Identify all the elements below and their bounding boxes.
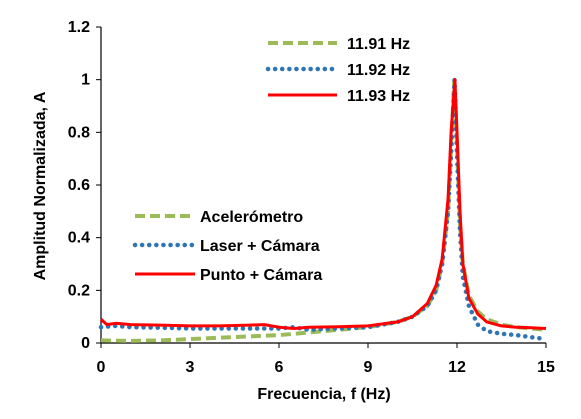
y-tick-label: 1.2: [68, 19, 90, 36]
series-punto-camara-line: [99, 78, 547, 330]
tick-labels: 0 0.2 0.4 0.6 0.8 1 1.2 0 3 6 9 12 15: [68, 19, 555, 376]
y-tick-label: 1: [81, 72, 90, 89]
legend-top-entry-label: 11.91 Hz: [347, 36, 410, 53]
y-tick-label: 0.6: [68, 177, 90, 194]
legend-top-right: 11.91 Hz 11.92 Hz 11.93 Hz: [265, 36, 410, 105]
y-tick-label: 0: [81, 335, 90, 352]
y-axis-title: Amplitud Normalizada, A: [32, 91, 49, 280]
x-tick-label: 6: [275, 359, 284, 376]
plot-series: [98, 78, 549, 343]
legend-mid-entry-label: Laser + Cámara: [200, 238, 320, 255]
series-acelerometro-line: [100, 79, 547, 343]
legend-top-entry-label: 11.92 Hz: [347, 62, 410, 79]
legend-top-entry-label: 11.93 Hz: [347, 88, 410, 105]
x-tick-label: 9: [364, 359, 373, 376]
y-tick-label: 0.2: [68, 282, 90, 299]
legend-mid-entry-label: Acelerómetro: [200, 209, 303, 226]
x-tick-label: 12: [448, 359, 466, 376]
x-tick-label: 3: [186, 359, 195, 376]
legend-mid-entry-label: Punto + Cámara: [200, 267, 322, 284]
x-tick-label: 0: [97, 359, 106, 376]
x-axis-title: Frecuencia, f (Hz): [257, 386, 390, 403]
y-tick-label: 0.8: [68, 124, 90, 141]
axes: [96, 26, 547, 348]
x-tick-label: 15: [537, 359, 555, 376]
y-tick-label: 0.4: [68, 230, 90, 247]
legend-middle-left: Acelerómetro Laser + Cámara Punto + Cámara: [132, 209, 322, 284]
series-laser-camara-line: [98, 79, 549, 342]
